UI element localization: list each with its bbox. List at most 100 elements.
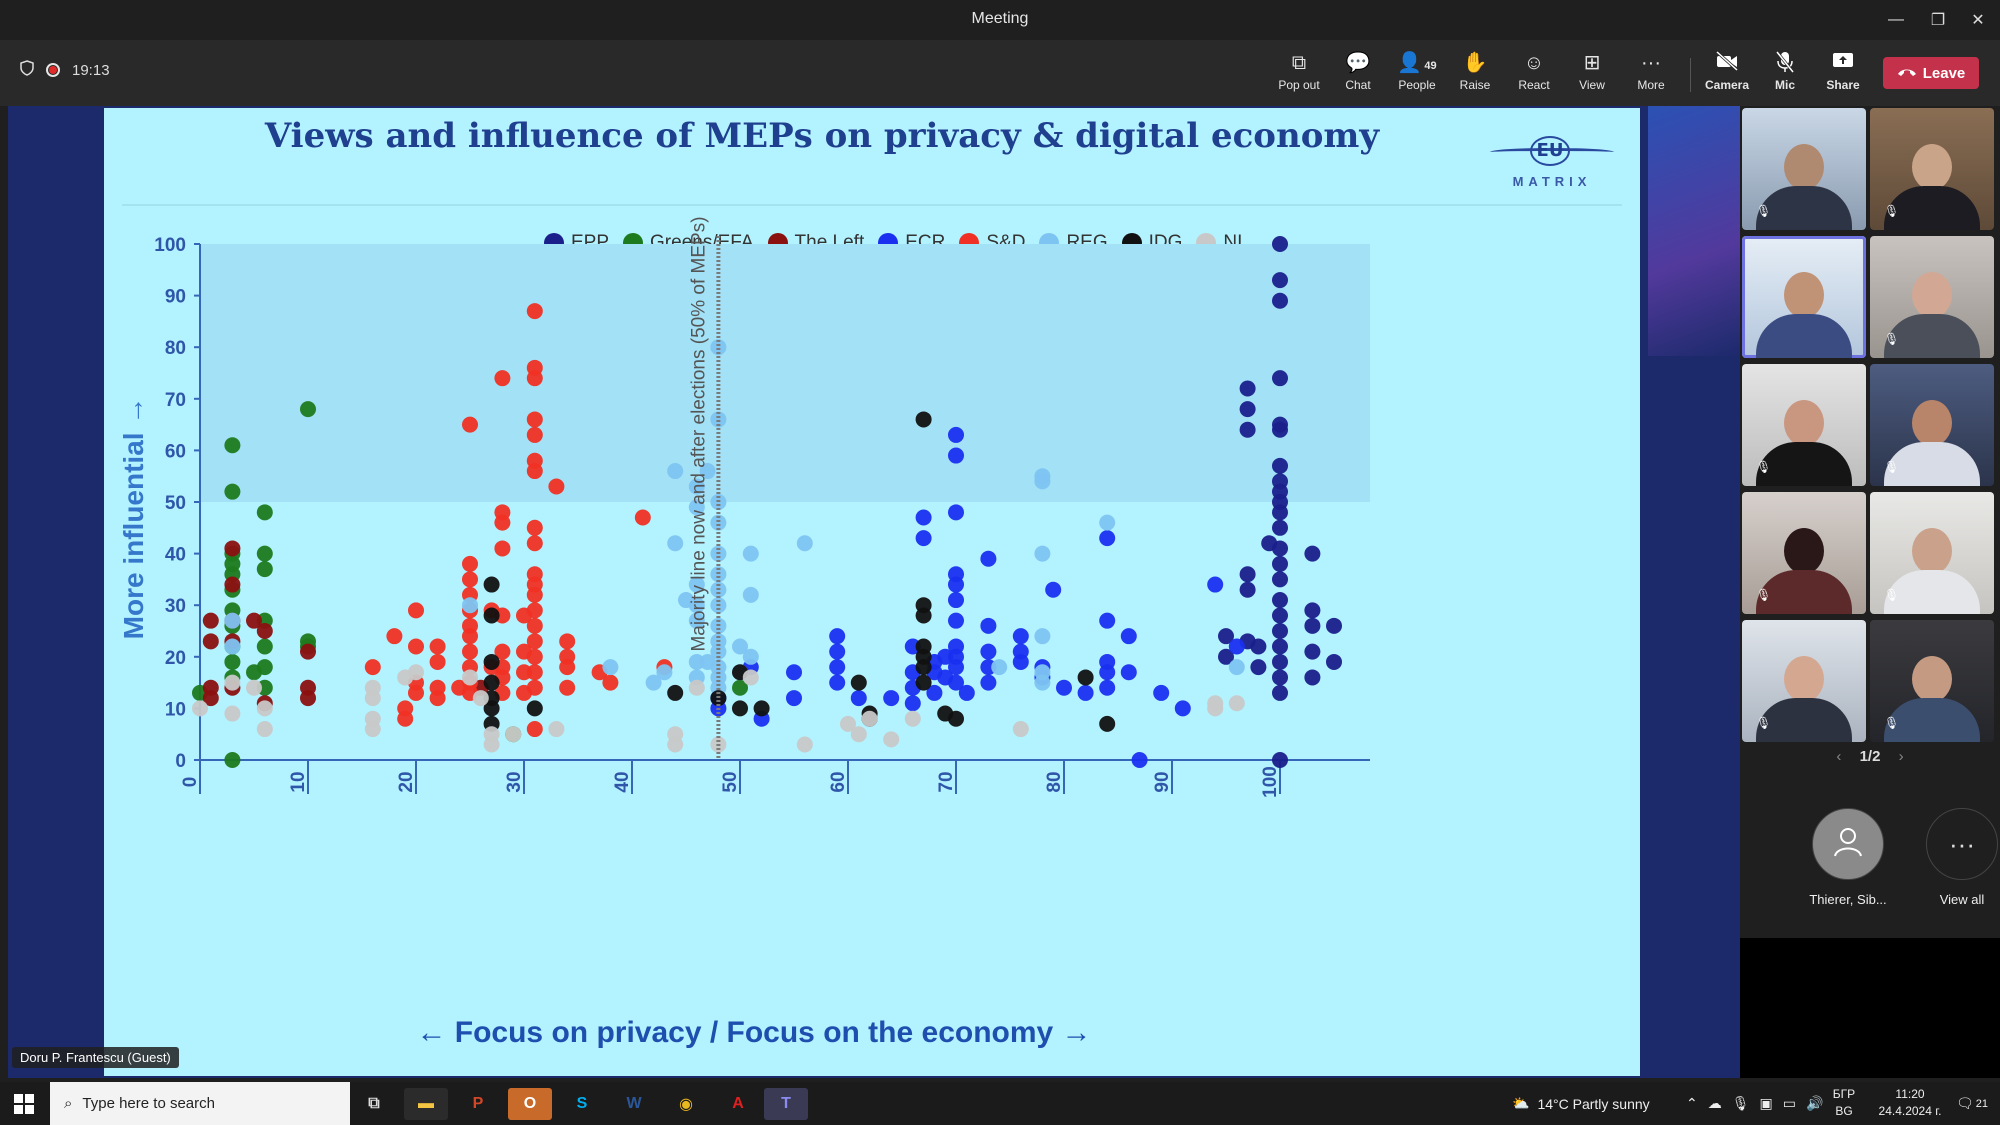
share-button[interactable]: Share xyxy=(1816,50,1870,100)
x-tick-label: 40 xyxy=(612,771,633,792)
point-ecr xyxy=(1131,752,1148,768)
point-ecr xyxy=(948,592,964,609)
point-ni xyxy=(840,715,856,732)
point-ecr xyxy=(948,659,964,676)
video-tile-8[interactable]: 🎙 xyxy=(1870,492,1994,614)
point-idg xyxy=(1099,715,1116,732)
point-reg xyxy=(667,463,684,480)
windows-start-icon[interactable] xyxy=(14,1094,34,1114)
mic-button[interactable]: Mic xyxy=(1758,50,1812,100)
point-ni xyxy=(796,736,813,753)
volume-icon[interactable]: 🔊 xyxy=(1805,1095,1824,1111)
skype-icon[interactable]: S xyxy=(576,1095,588,1112)
point-ecr xyxy=(1099,664,1116,681)
point-ni xyxy=(1207,695,1224,712)
clock[interactable]: 11:20 24.4.2024 г. xyxy=(1870,1086,1950,1120)
pop-out-button[interactable]: ⧉ Pop out xyxy=(1272,50,1326,100)
point-ecr xyxy=(980,674,997,691)
prev-page-button[interactable]: ‹ xyxy=(1836,748,1842,765)
point-reg xyxy=(645,674,662,691)
point-ni xyxy=(904,710,921,727)
raise-hand-button[interactable]: ✋ Raise xyxy=(1448,50,1502,100)
point-s-d xyxy=(462,571,478,588)
close-button[interactable]: ✕ xyxy=(1971,12,1985,29)
point-ecr xyxy=(948,612,964,629)
point-ecr xyxy=(829,674,846,691)
view-all-button[interactable]: ··· xyxy=(1926,808,1998,880)
video-tile-6[interactable]: 🎙 xyxy=(1870,364,1994,486)
video-tile-9[interactable]: 🎙 xyxy=(1742,620,1866,742)
file-explorer-icon[interactable]: ▬ xyxy=(404,1088,448,1120)
chevron-up-icon[interactable]: ⌃ xyxy=(1686,1095,1698,1111)
point-ecr xyxy=(1120,628,1137,645)
point-s-d xyxy=(494,643,511,660)
window-title: Meeting xyxy=(971,10,1029,27)
outlook-icon[interactable]: O xyxy=(508,1088,552,1120)
point-idg xyxy=(483,607,500,624)
point-s-d xyxy=(408,638,424,655)
point-ecr xyxy=(980,617,997,634)
people-button[interactable]: 👤 49 People xyxy=(1390,50,1444,100)
point-ecr xyxy=(1045,581,1062,598)
page-indicator: 1/2 xyxy=(1859,748,1881,765)
video-tile-5[interactable]: 🎙 xyxy=(1742,364,1866,486)
point-ni xyxy=(256,721,273,738)
view-button[interactable]: ⊞ View xyxy=(1565,50,1619,100)
point-epp xyxy=(1272,236,1288,252)
restore-button[interactable]: ❐ xyxy=(1930,12,1946,29)
logo-matrix-text: MATRIX xyxy=(1512,174,1592,189)
video-tile-7[interactable]: 🎙 xyxy=(1742,492,1866,614)
point-epp xyxy=(1239,401,1256,418)
y-axis-label: More influential → xyxy=(118,396,149,640)
point-reg xyxy=(656,664,673,681)
video-tile-3-active-speaker[interactable] xyxy=(1742,236,1866,358)
y-tick-label: 0 xyxy=(175,751,186,772)
task-view-icon[interactable]: ⧉ xyxy=(368,1095,380,1112)
muted-mic-icon: 🎙 xyxy=(1884,332,1900,346)
chrome-icon[interactable]: ◉ xyxy=(679,1096,693,1113)
minimize-button[interactable]: — xyxy=(1888,11,1904,28)
video-tile-4[interactable]: 🎙 xyxy=(1870,236,1994,358)
more-label: More xyxy=(1637,78,1665,92)
notifications-button[interactable]: 🗨 21 xyxy=(1956,1082,1988,1125)
point-ecr xyxy=(1012,628,1029,645)
point-s-d xyxy=(364,659,381,676)
cloud-icon[interactable]: ☁ xyxy=(1707,1095,1722,1111)
network-icon[interactable]: ▭ xyxy=(1782,1095,1796,1111)
point-idg xyxy=(1077,669,1094,686)
point-ni xyxy=(472,690,489,707)
point-reg xyxy=(710,339,727,356)
video-tile-1[interactable]: 🎙 xyxy=(1742,108,1866,230)
x-tick-label: 50 xyxy=(720,771,741,792)
powerpoint-icon[interactable]: P xyxy=(472,1095,484,1112)
mic-tray-icon[interactable]: 🎙 xyxy=(1731,1095,1750,1111)
weather-widget[interactable]: ⛅ 14°C Partly sunny xyxy=(1512,1082,1650,1125)
video-tile-2[interactable]: 🎙 xyxy=(1870,108,1994,230)
people-label: People xyxy=(1398,78,1436,92)
taskbar-search[interactable]: ⌕ Type here to search xyxy=(50,1082,350,1125)
point-reg xyxy=(1099,514,1116,531)
y-tick-label: 50 xyxy=(165,493,186,514)
point-epp xyxy=(1250,659,1267,676)
point-epp xyxy=(1261,535,1278,552)
point-greens-efa xyxy=(256,659,273,676)
video-tile-10[interactable]: 🎙 xyxy=(1870,620,1994,742)
react-button[interactable]: ☺ React xyxy=(1507,50,1561,100)
acrobat-icon[interactable]: A xyxy=(732,1095,744,1112)
input-language[interactable]: БГР BG xyxy=(1824,1086,1864,1120)
point-idg xyxy=(915,411,932,428)
more-button[interactable]: ··· More xyxy=(1624,50,1678,100)
teams-icon[interactable]: T xyxy=(764,1088,808,1120)
view-all-label: View all xyxy=(1939,892,1985,907)
camera-button[interactable]: Camera xyxy=(1700,50,1754,100)
point-epp xyxy=(1304,617,1321,634)
participant-avatar[interactable] xyxy=(1812,808,1884,880)
point-s-d xyxy=(526,463,543,480)
point-the-left xyxy=(224,576,241,593)
point-s-d xyxy=(559,659,576,676)
chat-button[interactable]: 💬 Chat xyxy=(1331,50,1385,100)
next-page-button[interactable]: › xyxy=(1898,748,1904,765)
word-icon[interactable]: W xyxy=(626,1095,642,1112)
meet-now-icon[interactable]: ▣ xyxy=(1759,1095,1773,1111)
leave-button[interactable]: Leave xyxy=(1883,57,1979,89)
